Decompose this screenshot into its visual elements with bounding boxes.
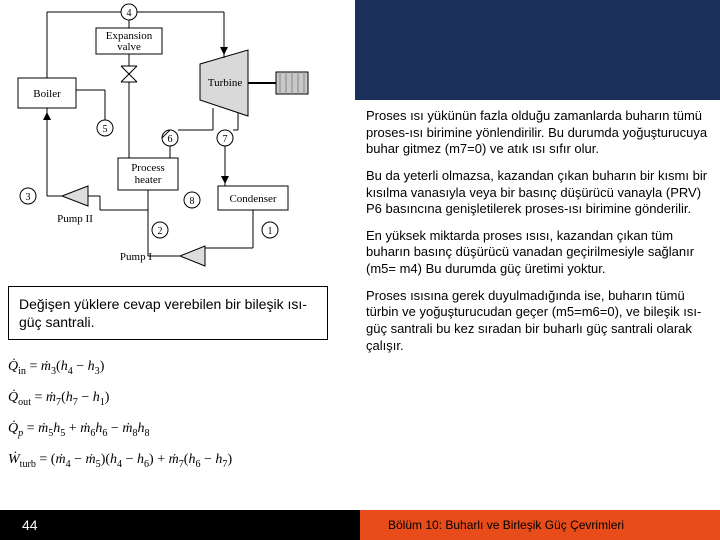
paragraph-3: En yüksek miktarda proses ısısı, kazanda… — [366, 228, 708, 278]
eq-qin: Q̇in = ṁ3(h4 − h3) — [8, 354, 350, 381]
label-process-heater: Process — [131, 162, 165, 174]
footer-chapter: Bölüm 10: Buharlı ve Birleşik Güç Çevrim… — [360, 510, 720, 540]
label-pump1: Pump I — [120, 251, 152, 263]
page-number: 44 — [22, 517, 38, 533]
eq-qout: Q̇out = ṁ7(h7 − h1) — [8, 385, 350, 412]
caption-text: Değişen yüklere cevap verebilen bir bile… — [19, 296, 307, 330]
label-condenser: Condenser — [229, 193, 276, 205]
paragraph-2: Bu da yeterli olmazsa, kazandan çıkan bu… — [366, 168, 708, 218]
footer: 44 Bölüm 10: Buharlı ve Birleşik Güç Çev… — [0, 510, 720, 540]
equations-block: Q̇in = ṁ3(h4 − h3) Q̇out = ṁ7(h7 − h1) Q… — [8, 354, 350, 474]
chapter-title: Bölüm 10: Buharlı ve Birleşik Güç Çevrim… — [388, 518, 624, 532]
right-column: Proses ısı yükünün fazla olduğu zamanlar… — [360, 100, 720, 510]
eq-qp: Q̇p = ṁ5h5 + ṁ6h6 − ṁ8h8 — [8, 416, 350, 443]
label-pump2: Pump II — [57, 213, 93, 225]
svg-text:3: 3 — [26, 192, 31, 203]
svg-text:8: 8 — [190, 196, 195, 207]
label-boiler: Boiler — [33, 88, 61, 100]
left-column: Boiler Expansion valve 4 Turbine — [0, 100, 360, 510]
svg-text:5: 5 — [103, 124, 108, 135]
svg-text:valve: valve — [117, 41, 141, 53]
svg-text:1: 1 — [268, 226, 273, 237]
svg-text:4: 4 — [127, 8, 132, 19]
svg-text:6: 6 — [168, 134, 173, 145]
label-turbine: Turbine — [208, 77, 243, 89]
svg-text:2: 2 — [158, 226, 163, 237]
paragraph-1: Proses ısı yükünün fazla olduğu zamanlar… — [366, 108, 708, 158]
figure-caption: Değişen yüklere cevap verebilen bir bile… — [8, 286, 328, 340]
svg-text:7: 7 — [223, 134, 228, 145]
paragraph-4: Proses ısısına gerek duyulmadığında ise,… — [366, 288, 708, 355]
eq-wturb: Ẇturb = (ṁ4 − ṁ5)(h4 − h6) + ṁ7(h6 − h7) — [8, 447, 350, 474]
main-content: Boiler Expansion valve 4 Turbine — [0, 100, 720, 510]
schematic-svg: Boiler Expansion valve 4 Turbine — [0, 0, 355, 270]
footer-page: 44 — [0, 510, 360, 540]
cycle-diagram: Boiler Expansion valve 4 Turbine — [0, 0, 355, 270]
svg-text:heater: heater — [135, 174, 162, 186]
